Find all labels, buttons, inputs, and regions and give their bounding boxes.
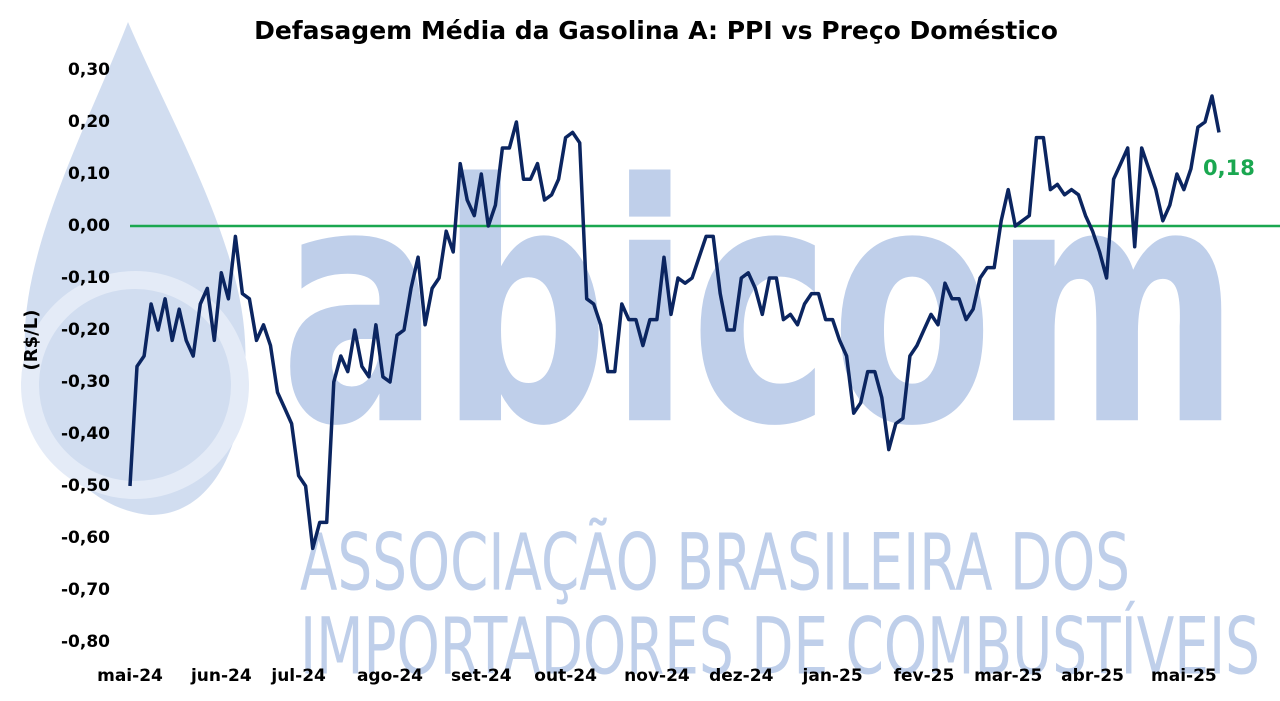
y-tick-label: -0,40 (61, 424, 110, 444)
watermark-line-2: IMPORTADORES DE COMBUSTÍVEIS (300, 600, 1260, 692)
x-tick-label: mar-25 (974, 666, 1042, 686)
y-tick-label: -0,70 (61, 580, 110, 600)
y-tick-label: -0,10 (61, 268, 110, 288)
y-tick-label: 0,20 (68, 112, 110, 132)
x-tick-label: jan-25 (802, 666, 863, 686)
x-tick-label: dez-24 (709, 666, 773, 686)
x-tick-label: mai-24 (97, 666, 163, 686)
x-tick-label: mai-25 (1151, 666, 1217, 686)
x-tick-label: ago-24 (357, 666, 423, 686)
y-tick-label: 0,00 (68, 216, 110, 236)
x-tick-label: set-24 (451, 666, 512, 686)
x-tick-label: jun-24 (190, 666, 252, 686)
y-axis-label: (R$/L) (21, 310, 42, 371)
y-tick-label: -0,30 (61, 372, 110, 392)
y-tick-label: 0,30 (68, 60, 110, 80)
x-tick-label: fev-25 (894, 666, 955, 686)
last-value-label: 0,18 (1203, 156, 1255, 180)
x-tick-label: jul-24 (270, 666, 326, 686)
y-tick-label: -0,50 (61, 476, 110, 496)
watermark-globe (21, 271, 249, 499)
x-tick-label: out-24 (534, 666, 597, 686)
x-tick-label: nov-24 (624, 666, 690, 686)
y-tick-label: 0,10 (68, 164, 110, 184)
y-tick-label: -0,60 (61, 528, 110, 548)
chart-title: Defasagem Média da Gasolina A: PPI vs Pr… (254, 16, 1058, 45)
x-tick-label: abr-25 (1061, 666, 1124, 686)
y-tick-label: -0,80 (61, 632, 110, 652)
watermark-drop (24, 22, 246, 515)
series-line (128, 94, 1221, 551)
watermark-line-1: ASSOCIAÇÃO BRASILEIRA DOS (300, 516, 1130, 608)
y-tick-label: -0,20 (61, 320, 110, 340)
